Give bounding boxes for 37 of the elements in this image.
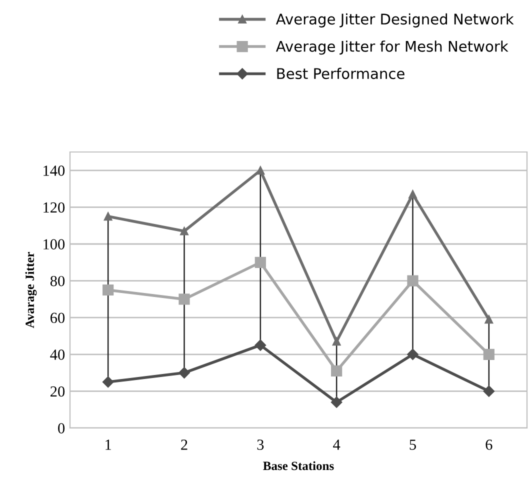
x-axis-title: Base Stations [263,461,334,470]
point [256,166,265,175]
point [483,386,495,397]
point [102,376,114,388]
point [484,315,494,324]
legend-label: Best Performance [277,68,404,80]
point [332,337,341,346]
y-tick-label: 60 [50,312,65,324]
y-tick-label: 40 [50,350,65,360]
point [178,294,190,305]
x-tick-label: 6 [486,440,492,450]
y-tick-label: 100 [44,239,65,250]
y-tick-label: 20 [50,386,65,397]
y-axis-title: Avarage Jitter [25,252,37,328]
point [180,226,188,236]
point [407,348,418,360]
y-tick-label: 0 [58,423,65,434]
x-tick-label: 3 [257,440,264,450]
legend-label: Average Jitter Designed Network [276,13,514,28]
y-tick-label: 140 [44,166,65,176]
point [483,348,494,360]
point [331,365,342,377]
point [254,256,266,268]
point [104,212,112,221]
point [254,340,266,351]
point [330,396,342,408]
point [408,190,417,198]
x-tick-label: 4 [333,440,340,450]
x-tick-label: 1 [106,440,111,450]
point [407,275,418,286]
x-tick-label: 5 [410,440,416,450]
y-tick-label: 120 [44,202,65,213]
point [102,284,114,296]
x-tick-label: 2 [181,440,188,450]
legend-label: Average Jitter for Mesh Network [276,40,508,55]
y-tick-label: 80 [50,276,65,286]
point [178,367,190,378]
